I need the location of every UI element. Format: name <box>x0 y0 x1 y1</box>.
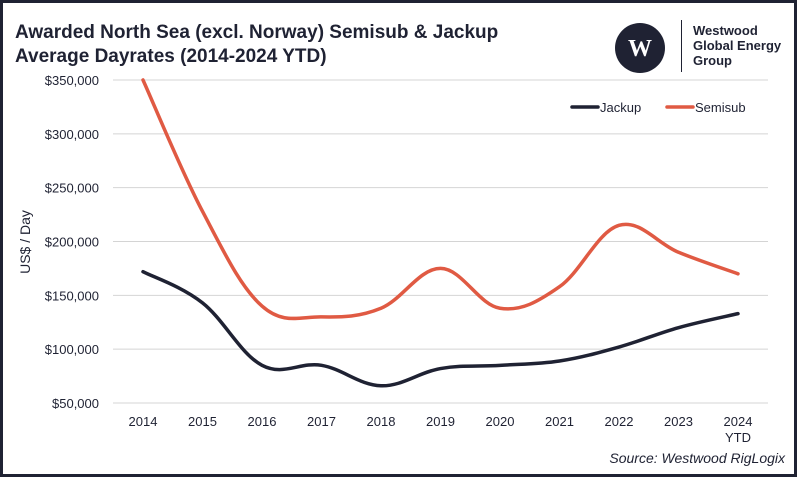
chart-title-line-1: Awarded North Sea (excl. Norway) Semisub… <box>15 22 499 43</box>
logo-line-3: Group <box>693 53 732 68</box>
x-tick-label: 2023 <box>664 414 693 429</box>
logo-mark-letter: W <box>628 36 652 62</box>
x-tick-label: 2021 <box>545 414 574 429</box>
legend-label-semisub: Semisub <box>695 100 746 115</box>
y-tick-label: $300,000 <box>45 127 99 142</box>
y-tick-label: $200,000 <box>45 235 99 250</box>
logo-divider <box>681 20 682 72</box>
legend-label-jackup: Jackup <box>600 100 641 115</box>
westwood-logo-icon: W <box>615 23 665 73</box>
y-tick-label: $350,000 <box>45 73 99 88</box>
x-tick-label: 2020 <box>486 414 515 429</box>
chart-title-line-2: Average Dayrates (2014-2024 YTD) <box>15 46 327 67</box>
series-line-semisub <box>141 78 740 321</box>
y-tick-label: $150,000 <box>45 288 99 303</box>
y-axis-label: US$ / Day <box>17 210 33 274</box>
y-tick-label: $50,000 <box>52 396 99 411</box>
x-tick-label: 2018 <box>367 414 396 429</box>
x-tick-label: 2014 <box>129 414 158 429</box>
x-tick-label: 2017 <box>307 414 336 429</box>
x-tick-label: 2015 <box>188 414 217 429</box>
x-tick-label: 2019 <box>426 414 455 429</box>
x-tick-label: 2024 YTD <box>724 414 753 445</box>
chart-title: Awarded North Sea (excl. Norway) Semisub… <box>15 21 535 69</box>
x-tick-label: 2016 <box>248 414 277 429</box>
source-note: Source: Westwood RigLogix <box>609 450 785 466</box>
logo-line-1: Westwood <box>693 23 758 38</box>
logo-text: Westwood Global Energy Group <box>693 23 781 68</box>
x-tick-label: 2022 <box>605 414 634 429</box>
y-tick-label: $250,000 <box>45 181 99 196</box>
y-tick-label: $100,000 <box>45 342 99 357</box>
series-line-jackup <box>141 269 740 388</box>
logo-line-2: Global Energy <box>693 38 782 53</box>
